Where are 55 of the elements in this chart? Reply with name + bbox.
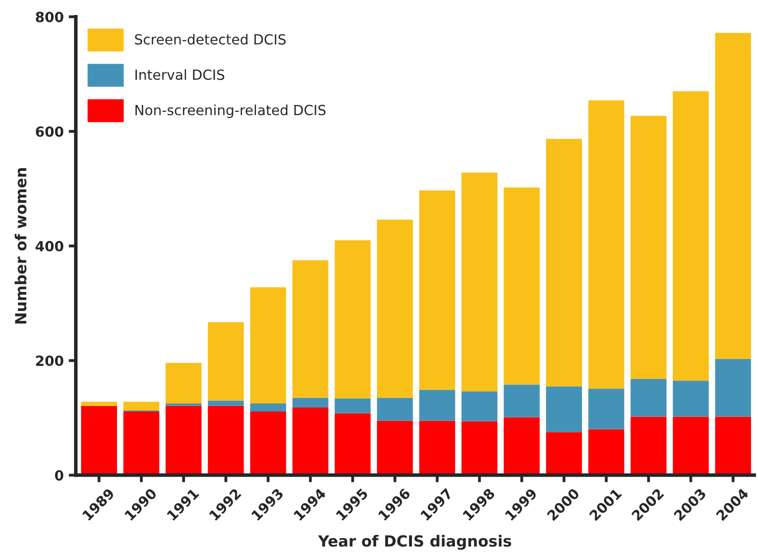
bar xyxy=(419,190,456,390)
bar xyxy=(504,188,540,385)
bar xyxy=(292,398,328,408)
bar xyxy=(546,138,582,386)
bar xyxy=(166,362,202,404)
x-axis-title: Year of DCIS diagnosis xyxy=(318,534,512,550)
bar xyxy=(672,416,709,476)
y-tick-label: 600 xyxy=(36,126,64,137)
bar xyxy=(334,413,371,476)
bar xyxy=(334,398,371,414)
bar xyxy=(630,416,667,476)
bar xyxy=(672,380,709,417)
bar xyxy=(292,260,328,398)
bar xyxy=(462,391,498,422)
bar xyxy=(630,116,667,379)
bar xyxy=(504,417,540,476)
bar xyxy=(672,91,709,381)
legend-label: Interval DCIS xyxy=(135,69,224,80)
y-axis-title: Number of women xyxy=(14,168,26,324)
bar xyxy=(546,386,582,432)
bar xyxy=(334,240,371,398)
bar xyxy=(208,406,244,476)
legend-label: Screen-detected DCIS xyxy=(135,34,286,45)
bar xyxy=(250,287,286,404)
bar xyxy=(250,404,286,412)
bar xyxy=(462,172,498,392)
bar xyxy=(546,432,582,476)
y-tick-label: 800 xyxy=(36,12,64,22)
bar xyxy=(123,402,160,410)
bar xyxy=(462,421,498,476)
bar xyxy=(715,32,752,359)
bar xyxy=(166,406,202,476)
bar xyxy=(376,420,413,476)
bar xyxy=(81,402,118,406)
bar xyxy=(250,412,286,476)
bar xyxy=(588,429,624,476)
y-tick-label: 400 xyxy=(36,240,64,252)
bar xyxy=(208,400,244,406)
bar xyxy=(630,378,667,417)
bar xyxy=(81,406,118,476)
bar xyxy=(419,420,456,476)
bar xyxy=(504,384,540,418)
bar xyxy=(208,322,244,401)
y-tick-label: 200 xyxy=(36,356,64,366)
bar xyxy=(715,416,752,476)
y-tick-label: 0 xyxy=(54,470,64,481)
legend-label: Non-screening-related DCIS xyxy=(135,104,326,118)
bar xyxy=(376,398,413,421)
bar xyxy=(123,412,160,476)
bar xyxy=(419,390,456,421)
bar xyxy=(376,220,413,398)
bar xyxy=(292,408,328,476)
bar xyxy=(588,100,624,389)
bar xyxy=(715,358,752,417)
bar xyxy=(588,388,624,430)
